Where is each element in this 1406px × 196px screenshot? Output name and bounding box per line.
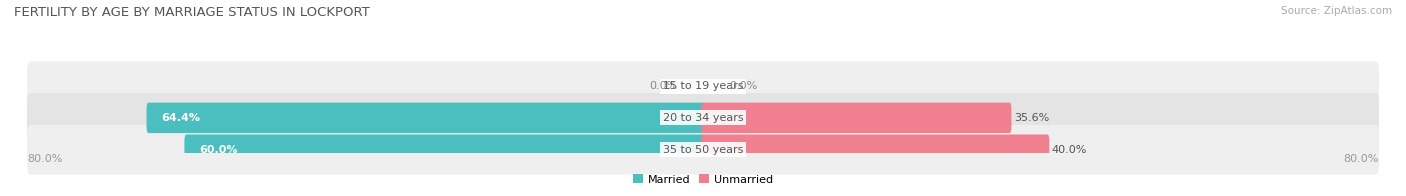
Text: 64.4%: 64.4%: [162, 113, 200, 123]
Text: FERTILITY BY AGE BY MARRIAGE STATUS IN LOCKPORT: FERTILITY BY AGE BY MARRIAGE STATUS IN L…: [14, 6, 370, 19]
Text: 60.0%: 60.0%: [200, 145, 238, 155]
Legend: Married, Unmarried: Married, Unmarried: [628, 170, 778, 189]
Text: 80.0%: 80.0%: [27, 153, 62, 163]
Text: Source: ZipAtlas.com: Source: ZipAtlas.com: [1281, 6, 1392, 16]
Text: 35.6%: 35.6%: [1014, 113, 1049, 123]
FancyBboxPatch shape: [27, 125, 1379, 174]
FancyBboxPatch shape: [184, 134, 704, 165]
Text: 35 to 50 years: 35 to 50 years: [662, 145, 744, 155]
Text: 15 to 19 years: 15 to 19 years: [662, 81, 744, 91]
Text: 0.0%: 0.0%: [650, 81, 678, 91]
FancyBboxPatch shape: [702, 134, 1049, 165]
Text: 80.0%: 80.0%: [1344, 153, 1379, 163]
FancyBboxPatch shape: [27, 93, 1379, 143]
Text: 0.0%: 0.0%: [728, 81, 756, 91]
Text: 40.0%: 40.0%: [1052, 145, 1087, 155]
FancyBboxPatch shape: [146, 103, 704, 133]
FancyBboxPatch shape: [27, 61, 1379, 111]
Text: 20 to 34 years: 20 to 34 years: [662, 113, 744, 123]
FancyBboxPatch shape: [702, 103, 1011, 133]
